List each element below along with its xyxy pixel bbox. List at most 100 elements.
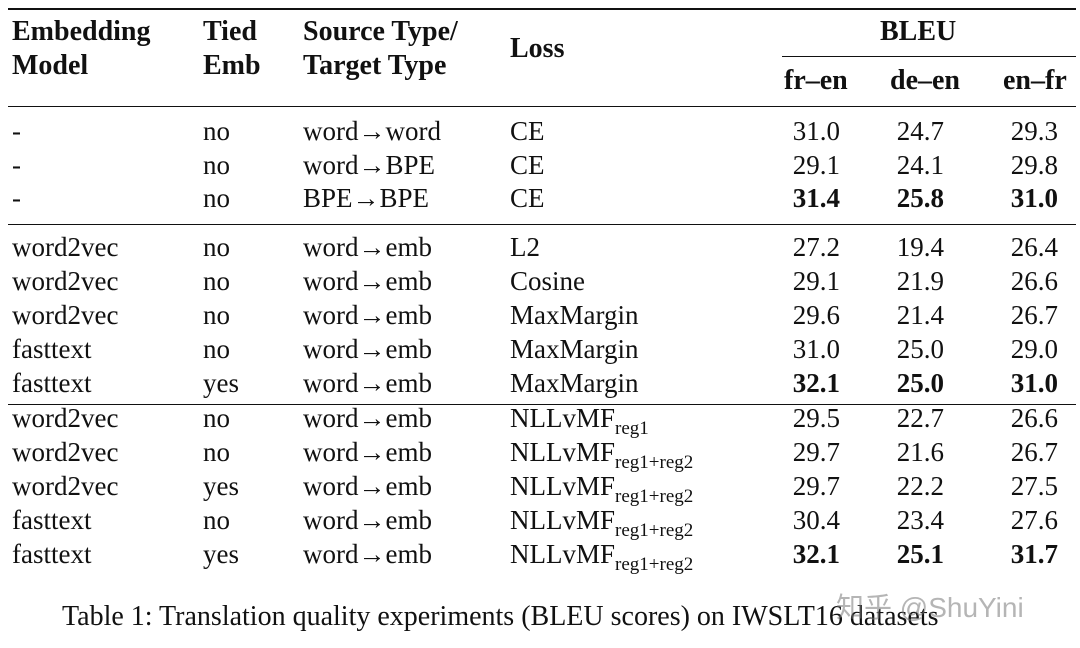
loss-name: NLLvMF [510,471,616,501]
group-rule-1 [8,224,1076,226]
cell-embedding-model: word2vec [12,471,119,501]
cell-embedding-model: word2vec [12,437,119,467]
cell-tied-emb: yes [203,539,239,569]
loss-name: NLLvMF [510,505,616,535]
cell-source-target-type: word→emb [303,368,432,398]
cell-embedding-model: word2vec [12,300,119,330]
cell-source-target-type: word→emb [303,437,432,467]
header-bleu-de-en: de–en [890,65,960,96]
cell-bleu-score: 30.4 [792,505,840,535]
cell-tied-emb: no [203,150,230,180]
cell-bleu-score: 29.7 [792,471,840,501]
watermark: 知乎 @ShuYini [836,592,1024,623]
cell-source-target-type: word→word [303,116,441,146]
cell-bleu-score: 25.8 [896,183,944,213]
cell-bleu-score: 24.7 [896,116,944,146]
cell-bleu-score: 22.2 [896,471,944,501]
cell-loss: MaxMargin [510,368,639,398]
header-embedding-model: Embedding Model [12,15,151,83]
cell-embedding-model: - [12,183,21,213]
cell-tied-emb: no [203,403,230,433]
cell-loss: MaxMargin [510,334,639,364]
cell-embedding-model: fasttext [12,505,92,535]
cell-source-target-type: word→emb [303,300,432,330]
cell-tied-emb: no [203,116,230,146]
cell-bleu-score: 27.6 [1010,505,1058,535]
cell-embedding-model: fasttext [12,334,92,364]
cell-bleu-score: 21.6 [896,437,944,467]
cell-tied-emb: no [203,437,230,467]
header-tied-line-2: Emb [203,50,261,81]
cell-tied-emb: yes [203,368,239,398]
cell-source-target-type: word→emb [303,232,432,262]
cell-loss: Cosine [510,266,585,296]
cell-loss: L2 [510,232,540,262]
header-bleu-fr-en: fr–en [784,65,848,96]
loss-name: NLLvMF [510,403,616,433]
cell-bleu-score: 29.6 [792,300,840,330]
cell-bleu-score: 29.1 [792,150,840,180]
cell-tied-emb: no [203,232,230,262]
cell-bleu-score: 29.0 [1010,334,1058,364]
cell-embedding-model: fasttext [12,368,92,398]
cell-bleu-score: 27.2 [792,232,840,262]
cell-tied-emb: no [203,266,230,296]
cell-bleu-score: 29.7 [792,437,840,467]
header-tied-line-1: Tied [203,16,257,47]
cell-embedding-model: word2vec [12,232,119,262]
bleu-group-rule [782,56,1076,58]
cell-bleu-score: 32.1 [792,539,840,569]
cell-bleu-score: 31.7 [1010,539,1058,569]
cell-embedding-model: - [12,150,21,180]
cell-embedding-model: - [12,116,21,146]
loss-name: NLLvMF [510,437,616,467]
cell-loss: NLLvMFreg1+reg2 [510,539,693,574]
cell-bleu-score: 24.1 [896,150,944,180]
cell-source-target-type: word→emb [303,471,432,501]
cell-bleu-score: 26.6 [1010,266,1058,296]
cell-source-target-type: word→emb [303,403,432,433]
cell-bleu-score: 31.0 [1010,368,1058,398]
cell-loss: NLLvMFreg1+reg2 [510,437,693,472]
header-source-line-2: Target Type [303,50,447,81]
cell-loss: CE [510,116,545,146]
cell-bleu-score: 21.4 [896,300,944,330]
cell-source-target-type: word→emb [303,539,432,569]
cell-bleu-score: 25.1 [896,539,944,569]
header-source-target-type: Source Type/ Target Type [303,15,458,83]
cell-bleu-score: 26.6 [1010,403,1058,433]
top-rule [8,8,1076,10]
cell-bleu-score: 29.1 [792,266,840,296]
header-loss: Loss [510,33,565,64]
cell-embedding-model: fasttext [12,539,92,569]
loss-name: MaxMargin [510,334,639,364]
header-source-line-1: Source Type/ [303,16,458,47]
cell-loss: CE [510,183,545,213]
cell-loss: NLLvMFreg1+reg2 [510,505,693,540]
cell-loss: CE [510,150,545,180]
group-rule-2 [8,404,1076,406]
loss-name: CE [510,116,545,146]
cell-bleu-score: 31.0 [792,334,840,364]
cell-tied-emb: yes [203,471,239,501]
header-embedding-line-1: Embedding [12,16,151,47]
header-bleu-en-fr: en–fr [1003,65,1067,96]
cell-bleu-score: 25.0 [896,334,944,364]
loss-subscript: reg1 [615,418,649,439]
cell-bleu-score: 21.9 [896,266,944,296]
cell-tied-emb: no [203,505,230,535]
cell-bleu-score: 29.5 [792,403,840,433]
loss-name: CE [510,150,545,180]
cell-bleu-score: 26.7 [1010,300,1058,330]
cell-tied-emb: no [203,300,230,330]
cell-bleu-score: 26.4 [1010,232,1058,262]
cell-tied-emb: no [203,183,230,213]
loss-subscript: reg1+reg2 [615,554,694,575]
cell-embedding-model: word2vec [12,266,119,296]
cell-bleu-score: 22.7 [896,403,944,433]
cell-bleu-score: 27.5 [1010,471,1058,501]
loss-subscript: reg1+reg2 [615,452,694,473]
loss-name: MaxMargin [510,368,639,398]
cell-source-target-type: word→emb [303,334,432,364]
cell-source-target-type: word→emb [303,505,432,535]
